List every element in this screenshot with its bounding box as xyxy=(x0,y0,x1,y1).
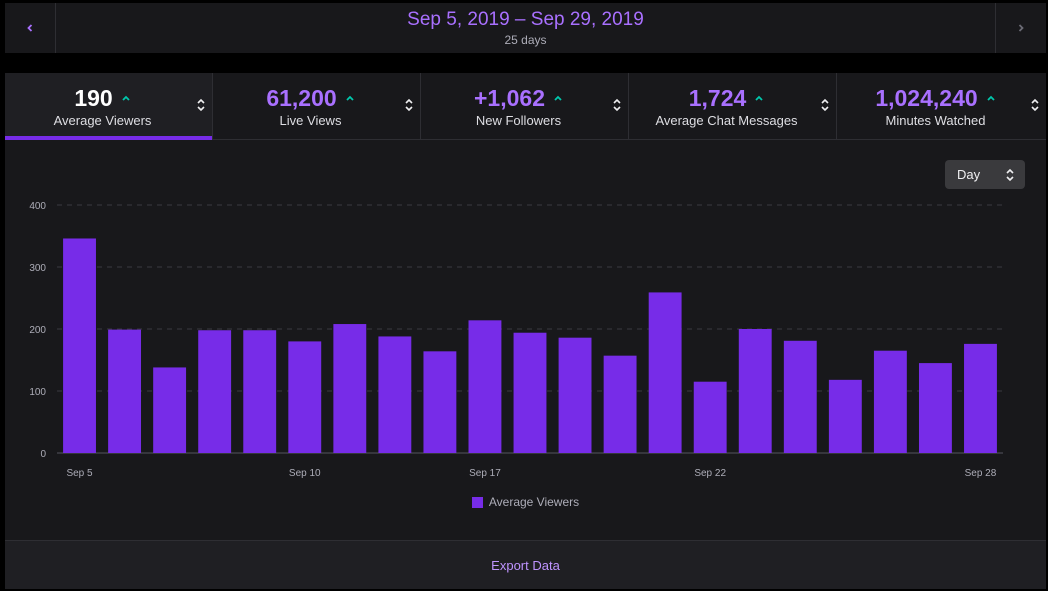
stat-tab-average-chat-messages[interactable]: 1,724 Average Chat Messages xyxy=(629,73,837,139)
sort-icon[interactable] xyxy=(1030,97,1040,113)
bar[interactable] xyxy=(153,367,187,453)
bar[interactable] xyxy=(828,379,862,453)
bar[interactable] xyxy=(693,381,727,453)
stat-tab-average-viewers[interactable]: 190 Average Viewers xyxy=(5,73,213,140)
stat-label: Live Views xyxy=(279,112,342,128)
stat-value: 61,200 xyxy=(266,84,337,111)
bar[interactable] xyxy=(873,350,907,453)
granularity-select[interactable]: Day xyxy=(945,160,1025,189)
chevron-left-icon xyxy=(27,24,33,32)
bar[interactable] xyxy=(243,330,277,453)
bar[interactable] xyxy=(648,292,682,453)
sort-icon[interactable] xyxy=(404,97,414,113)
bar[interactable] xyxy=(964,343,997,453)
y-tick-label: 100 xyxy=(29,387,46,398)
granularity-value: Day xyxy=(957,167,981,182)
x-tick-label: Sep 28 xyxy=(965,468,997,479)
sort-icon[interactable] xyxy=(612,97,622,113)
bar[interactable] xyxy=(423,351,457,453)
stat-label: Average Viewers xyxy=(53,112,152,128)
y-tick-label: 300 xyxy=(29,263,46,274)
trend-up-icon xyxy=(122,95,130,101)
bar[interactable] xyxy=(918,363,952,453)
analytics-panel: 190 Average Viewers 61,200 Live Views +1… xyxy=(5,73,1046,589)
x-tick-label: Sep 17 xyxy=(469,468,501,479)
date-navigation-bar: Sep 5, 2019 – Sep 29, 2019 25 days xyxy=(5,3,1046,53)
x-tick-label: Sep 10 xyxy=(289,468,321,479)
date-range-label: Sep 5, 2019 – Sep 29, 2019 xyxy=(407,9,644,30)
date-range-display: Sep 5, 2019 – Sep 29, 2019 25 days xyxy=(56,3,995,53)
stats-tabs: 190 Average Viewers 61,200 Live Views +1… xyxy=(5,73,1046,140)
y-tick-label: 0 xyxy=(40,449,46,460)
bar[interactable] xyxy=(468,320,502,453)
trend-up-icon xyxy=(987,95,995,101)
days-count-label: 25 days xyxy=(504,33,547,47)
trend-up-icon xyxy=(755,95,763,101)
select-arrows-icon xyxy=(1006,168,1014,181)
stat-label: New Followers xyxy=(475,112,562,128)
bar[interactable] xyxy=(288,341,322,453)
chevron-right-icon xyxy=(1018,24,1024,32)
chart-legend[interactable]: Average Viewers xyxy=(5,495,1046,509)
y-tick-label: 200 xyxy=(29,325,46,336)
legend-label: Average Viewers xyxy=(488,495,580,509)
stat-label: Minutes Watched xyxy=(885,112,986,128)
bar[interactable] xyxy=(513,332,547,453)
bar[interactable] xyxy=(108,329,142,453)
stat-tab-minutes-watched[interactable]: 1,024,240 Minutes Watched xyxy=(837,73,1046,139)
sort-icon[interactable] xyxy=(196,97,206,113)
x-tick-label: Sep 5 xyxy=(66,468,93,479)
stat-label: Average Chat Messages xyxy=(655,112,798,128)
export-data-link[interactable]: Export Data xyxy=(491,557,560,573)
bar[interactable] xyxy=(333,324,367,453)
footer: Export Data xyxy=(5,540,1046,589)
bar[interactable] xyxy=(198,330,232,453)
bar[interactable] xyxy=(783,340,817,453)
y-tick-label: 400 xyxy=(29,201,46,212)
bar[interactable] xyxy=(603,355,637,453)
x-tick-label: Sep 22 xyxy=(694,468,726,479)
stat-value: 190 xyxy=(74,84,113,111)
bar[interactable] xyxy=(378,336,412,453)
sort-icon[interactable] xyxy=(820,97,830,113)
stat-tab-live-views[interactable]: 61,200 Live Views xyxy=(213,73,421,139)
legend-swatch xyxy=(471,496,483,508)
chart-area: 0 100 200 300 400 Sep 5 Sep 10 Sep 17 Sep 22 Sep … xyxy=(5,193,1046,543)
stat-value: 1,724 xyxy=(688,84,747,111)
next-range-button[interactable] xyxy=(995,3,1046,53)
stat-value: 1,024,240 xyxy=(875,84,978,111)
stat-value: +1,062 xyxy=(474,84,545,111)
trend-up-icon xyxy=(554,95,562,101)
trend-up-icon xyxy=(346,95,354,101)
bar[interactable] xyxy=(738,329,772,453)
stat-tab-new-followers[interactable]: +1,062 New Followers xyxy=(421,73,629,139)
bar[interactable] xyxy=(63,238,96,453)
previous-range-button[interactable] xyxy=(5,3,56,53)
bar-chart: 0 100 200 300 400 Sep 5 Sep 10 Sep 17 Sep 22 Sep … xyxy=(29,201,1003,479)
bar[interactable] xyxy=(558,337,592,453)
